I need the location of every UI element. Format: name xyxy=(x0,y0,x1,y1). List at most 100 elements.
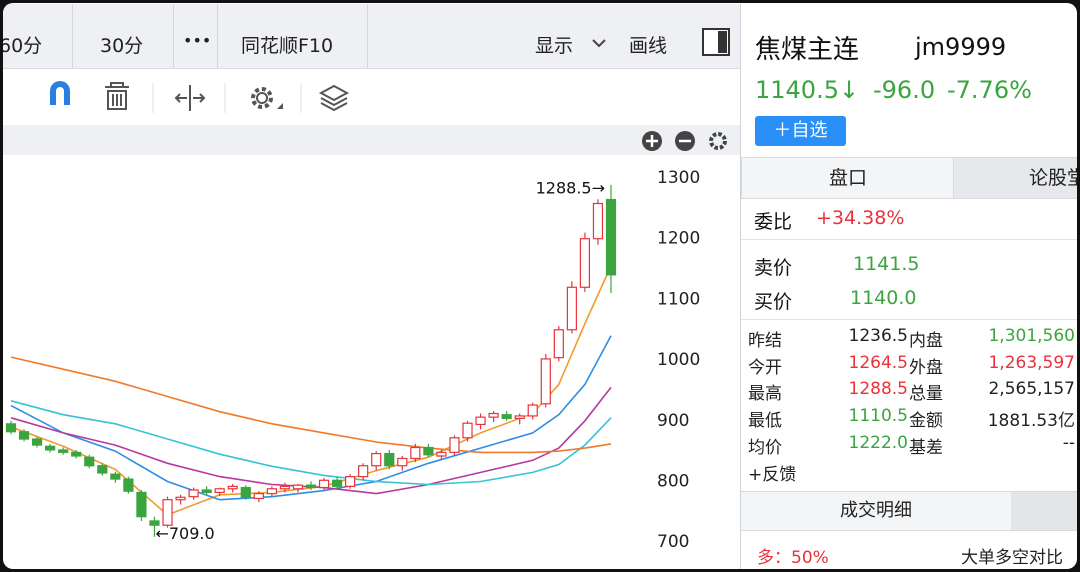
long-ratio: 多：50% xyxy=(757,548,829,568)
candle-body xyxy=(292,484,304,490)
candle-body xyxy=(279,485,291,490)
toolbar xyxy=(3,4,740,69)
candle-body xyxy=(305,484,317,489)
stat-value: 1,263,597 xyxy=(988,352,1075,373)
panel-divider xyxy=(740,4,741,569)
zoom-controls xyxy=(642,131,727,151)
candle-body xyxy=(5,423,17,433)
stat-label: 金额 xyxy=(909,411,943,432)
candle-body xyxy=(566,286,577,331)
stat-label: 均价 xyxy=(748,437,782,458)
candle-body xyxy=(253,493,264,500)
layout-icon[interactable] xyxy=(701,27,731,57)
stat-label: 基差 xyxy=(909,437,943,458)
stat-label: 总量 xyxy=(909,384,943,405)
candle-body xyxy=(110,473,121,480)
compare-label: 大单多空对比 xyxy=(961,548,1063,568)
y-tick-label: 1000 xyxy=(657,350,700,370)
stat-value: -- xyxy=(1062,432,1075,453)
y-tick-label: 1100 xyxy=(657,289,700,309)
y-tick-label: 1300 xyxy=(657,168,700,188)
candle-body xyxy=(527,404,538,417)
zoom-out-icon[interactable] xyxy=(675,131,695,151)
candle-body xyxy=(123,478,134,492)
app-window: 60分 30分 ••• 同花顺F10 显示 画线 700 800 900 1000 11… xyxy=(3,3,1077,569)
candle-body xyxy=(214,488,225,494)
percent-change: -7.76% xyxy=(947,76,1032,104)
candle-body xyxy=(84,456,95,467)
candle-body xyxy=(58,449,69,453)
ask-value: 1141.5 xyxy=(853,253,920,275)
candle-body xyxy=(97,465,108,474)
f10-button[interactable]: 同花顺F10 xyxy=(241,35,334,57)
tool-row xyxy=(50,81,350,113)
instrument-code: jm9999 xyxy=(915,33,1007,61)
candle-body xyxy=(449,437,460,453)
candle-body xyxy=(71,451,82,457)
max-label: 1288.5→ xyxy=(536,179,605,198)
candle-body xyxy=(423,446,434,456)
separator xyxy=(741,319,1077,320)
tab[interactable]: 盘口 xyxy=(741,157,955,199)
tab[interactable]: 论股堂 xyxy=(953,157,1077,199)
trades-tab[interactable]: 成交明细 xyxy=(741,491,1011,531)
zoom-in-icon[interactable] xyxy=(642,131,662,151)
candle-body xyxy=(540,358,551,405)
candle-body xyxy=(410,446,421,460)
candle-body xyxy=(371,452,382,467)
chart-settings-icon[interactable] xyxy=(709,132,727,150)
candle-body xyxy=(331,479,343,487)
ratio-label: 委比 xyxy=(754,211,793,233)
display-button[interactable]: 显示 xyxy=(535,35,574,57)
candle-body xyxy=(475,416,486,426)
candle-body xyxy=(18,431,30,440)
split-icon[interactable] xyxy=(174,85,206,111)
trash-icon[interactable] xyxy=(105,82,129,110)
candle-body xyxy=(384,452,395,467)
bid-value: 1140.0 xyxy=(850,287,917,309)
stat-value: 1,301,560 xyxy=(988,326,1075,346)
stat-label: 最低 xyxy=(748,411,782,432)
candlestick-chart: 700 800 900 1000 1100 1200 1300 1288.5→ ←709.0 xyxy=(5,168,700,552)
magnet-icon[interactable] xyxy=(50,81,70,105)
chevron-icon xyxy=(592,39,606,48)
candle-body xyxy=(605,198,617,276)
candle-body xyxy=(175,496,186,501)
candle-body xyxy=(162,499,173,526)
more-button[interactable]: ••• xyxy=(183,31,212,50)
period-button[interactable]: 60分 xyxy=(3,35,43,57)
tab-filler xyxy=(1011,491,1077,531)
candle-body xyxy=(358,465,369,478)
layers-icon[interactable] xyxy=(318,84,350,112)
draw-button[interactable]: 画线 xyxy=(629,35,668,57)
candle-body xyxy=(514,415,525,419)
separator xyxy=(741,239,1077,240)
ratio-value: +34.38% xyxy=(816,207,905,229)
add-watchlist-button[interactable]: ＋自选 xyxy=(755,116,846,146)
candle-body xyxy=(188,489,199,498)
candle-body xyxy=(227,485,238,490)
candle-body xyxy=(345,476,356,487)
min-label: ←709.0 xyxy=(155,524,214,543)
stat-label: 外盘 xyxy=(909,357,943,378)
y-tick-label: 900 xyxy=(657,411,689,431)
stat-label: 最高 xyxy=(748,384,782,405)
period-button[interactable]: 30分 xyxy=(100,35,144,57)
instrument-name: 焦煤主连 xyxy=(755,35,860,65)
candle-body xyxy=(149,520,160,526)
feedback-link[interactable]: +反馈 xyxy=(748,465,797,485)
y-tick-label: 1200 xyxy=(657,229,700,249)
stat-value: 1236.5 xyxy=(848,326,908,346)
candle-body xyxy=(266,488,277,495)
candle-body xyxy=(318,479,330,489)
candle-body xyxy=(553,329,564,359)
ask-label: 卖价 xyxy=(754,257,793,279)
candle-body xyxy=(240,486,251,498)
candle-body xyxy=(462,422,473,439)
settings-icon[interactable] xyxy=(251,87,283,109)
stat-value: 1110.5 xyxy=(848,406,908,427)
candle-body xyxy=(579,238,591,288)
candle-body xyxy=(201,489,212,494)
stat-label: 昨结 xyxy=(748,331,782,351)
